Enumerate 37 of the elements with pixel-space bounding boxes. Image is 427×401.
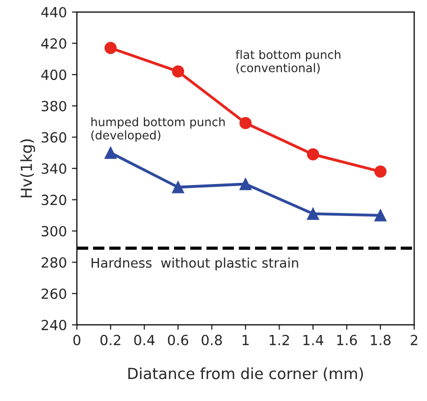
x-tick-label: 1.8 — [370, 334, 391, 346]
x-tick-label: 2 — [410, 334, 418, 346]
series-label: humped bottom punch (developed) — [91, 117, 225, 142]
point — [104, 42, 117, 54]
x-tick-label: 1.4 — [303, 334, 324, 346]
point — [306, 208, 320, 220]
y-tick-label: 260 — [42, 288, 66, 300]
x-tick-label: 1.2 — [270, 334, 289, 346]
x-tick-label: 0.4 — [134, 334, 155, 346]
point — [172, 65, 184, 78]
x-tick-label: 0 — [73, 334, 80, 346]
y-axis-title: Hv(1kg) — [20, 139, 36, 198]
x-axis-title: Diatance from die corner (mm) — [128, 367, 363, 382]
y-tick-label: 360 — [42, 132, 66, 143]
y-tick-label: 340 — [42, 163, 66, 174]
text: flat bottom punch (conventional) — [236, 50, 340, 74]
point — [239, 116, 252, 130]
y-tick-label: 240 — [42, 320, 66, 330]
point — [239, 178, 252, 190]
y-tick-label: 280 — [42, 257, 66, 268]
x-tick-label: 0.6 — [168, 334, 188, 346]
x-tick-label: 1.6 — [337, 334, 357, 346]
point — [172, 181, 184, 194]
point — [104, 146, 117, 159]
x-tick-label: 0.2 — [100, 334, 120, 346]
point — [374, 165, 387, 178]
y-tick-label: 320 — [42, 194, 66, 206]
y-tick-label: 380 — [42, 100, 66, 112]
y-tick-label: 400 — [41, 70, 66, 80]
point — [374, 209, 387, 222]
x-tick-label: 1 — [242, 334, 249, 346]
y-tick-label: 300 — [42, 226, 66, 236]
point — [306, 148, 320, 160]
y-tick-label: 420 — [41, 38, 66, 49]
x-tick-label: 0.8 — [202, 334, 222, 346]
y-tick-label: 440 — [41, 7, 66, 18]
ref-line-label: Hardness without plastic strain — [92, 258, 298, 270]
